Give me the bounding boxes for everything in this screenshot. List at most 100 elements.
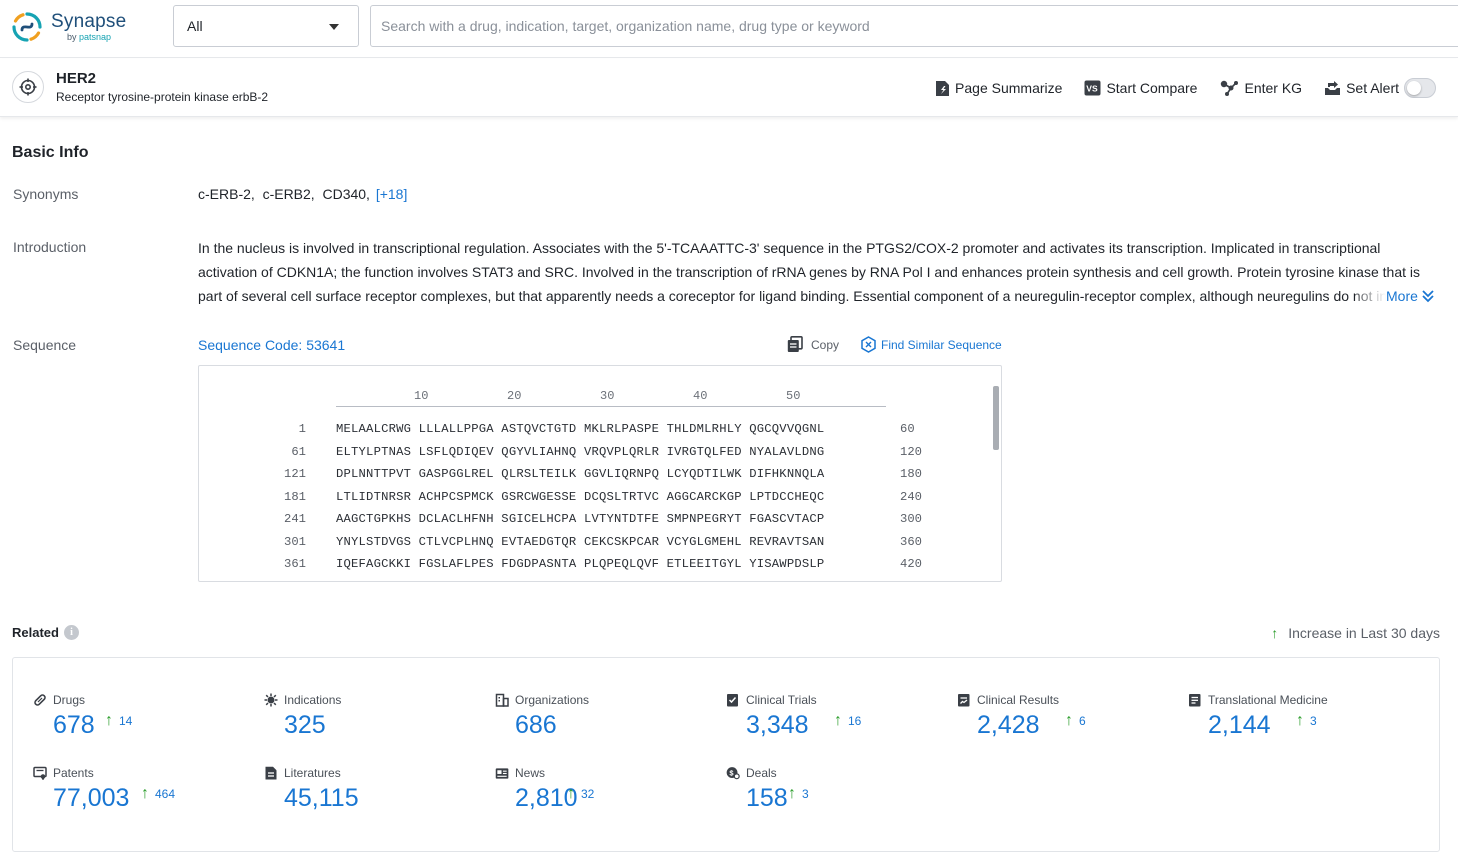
- svg-text:VS: VS: [1087, 84, 1099, 94]
- page-summarize-label: Page Summarize: [955, 80, 1062, 96]
- copy-sequence-button[interactable]: Copy: [787, 336, 839, 353]
- stat-translational-medicine[interactable]: Translational Medicine 2,144 ↑3: [1188, 693, 1408, 749]
- line-start: 181: [266, 490, 306, 504]
- start-compare-button[interactable]: VS Start Compare: [1084, 80, 1197, 96]
- introduction-more-button[interactable]: More: [1356, 284, 1435, 308]
- line-end: 180: [900, 467, 922, 481]
- line-residues: LTLIDTNRSR ACHPCSPMCK GSRCWGESSE DCQSLTR…: [336, 490, 824, 504]
- entity-name: HER2: [56, 70, 96, 87]
- ruler-tick: 10: [414, 389, 428, 403]
- building-icon: [495, 693, 509, 707]
- stat-literatures[interactable]: Literatures 45,115: [264, 766, 484, 822]
- ruler-tick: 30: [600, 389, 614, 403]
- stat-increase: ↑32: [567, 786, 594, 802]
- stat-label-text: Organizations: [515, 693, 589, 707]
- stat-increase-value: 6: [1079, 713, 1086, 729]
- copy-icon: [787, 336, 803, 353]
- related-stats-panel: Drugs 678 ↑14 Indications 325 Organizati…: [12, 657, 1440, 852]
- line-start: 1: [266, 422, 306, 436]
- stat-increase: ↑ 464: [141, 786, 175, 802]
- brand-name: Synapse: [51, 11, 126, 33]
- ruler-tick: 50: [786, 389, 800, 403]
- stat-value: 3,348: [746, 711, 809, 740]
- stat-value: 325: [284, 711, 326, 740]
- increase-legend: ↑ Increase in Last 30 days: [1271, 625, 1440, 641]
- line-residues: AAGCTGPKHS DCLACLHFNH SGICELHCPA LVTYNTD…: [336, 512, 824, 526]
- document-icon: [1188, 693, 1202, 707]
- synapse-logo[interactable]: Synapse by patsnap: [11, 9, 151, 47]
- virus-icon: [264, 693, 278, 707]
- stat-increase: ↑14: [105, 713, 132, 729]
- line-residues: DPLNNTTPVT GASPGGLREL QLRSLTEILK GGVLIQR…: [336, 467, 824, 481]
- brand-byline: by patsnap: [67, 32, 111, 42]
- stat-news[interactable]: News 2,810 ↑32: [495, 766, 715, 822]
- entity-actions: Page Summarize VS Start Compare Enter KG: [913, 77, 1436, 99]
- synonyms-list: c-ERB-2, c-ERB2, CD340,: [198, 186, 370, 202]
- stat-increase: ↑3: [788, 786, 809, 802]
- related-title: Related i: [12, 625, 79, 640]
- stat-label-text: Translational Medicine: [1208, 693, 1328, 707]
- patent-icon: [33, 766, 47, 780]
- summarize-icon: [935, 80, 950, 97]
- stat-label-text: Drugs: [53, 693, 85, 707]
- search-scope-select[interactable]: All: [173, 5, 359, 47]
- entity-full-name: Receptor tyrosine-protein kinase erbB-2: [56, 90, 268, 104]
- stat-value: 678: [53, 711, 95, 740]
- ruler-tick: 20: [507, 389, 521, 403]
- search-scope-value: All: [187, 18, 203, 34]
- stat-value: 45,115: [284, 784, 359, 813]
- report-icon: [957, 693, 971, 707]
- page-summarize-button[interactable]: Page Summarize: [935, 80, 1062, 97]
- stat-label-text: Clinical Results: [977, 693, 1059, 707]
- enter-kg-button[interactable]: Enter KG: [1219, 79, 1302, 97]
- stat-value: 158: [746, 784, 788, 813]
- sequence-ruler: 10 20 30 40 50: [336, 389, 886, 407]
- compare-icon: VS: [1084, 80, 1101, 96]
- info-icon[interactable]: i: [64, 625, 79, 640]
- stat-value: 2,144: [1208, 711, 1271, 740]
- stat-organizations[interactable]: Organizations 686: [495, 693, 715, 749]
- basic-info-title: Basic Info: [12, 144, 88, 162]
- stat-label-text: Literatures: [284, 766, 341, 780]
- deal-icon: $: [726, 766, 740, 780]
- alert-icon: [1324, 80, 1341, 96]
- sequence-line: 241 AAGCTGPKHS DCLACLHFNH SGICELHCPA LVT…: [199, 512, 989, 535]
- stat-increase: ↑6: [1065, 713, 1086, 729]
- sequence-lines: 1 MELAALCRWG LLLALLPPGA ASTQVCTGTD MKLRL…: [199, 422, 989, 580]
- sequence-viewer[interactable]: 10 20 30 40 50 1 MELAALCRWG LLLALLPPGA A…: [198, 365, 1002, 582]
- line-end: 300: [900, 512, 922, 526]
- find-similar-label: Find Similar Sequence: [881, 338, 1002, 352]
- entity-header: HER2 Receptor tyrosine-protein kinase er…: [0, 59, 1458, 117]
- stat-patents[interactable]: Patents 77,003 ↑464: [33, 766, 253, 822]
- scrollbar-thumb[interactable]: [993, 386, 999, 450]
- stat-increase: ↑3: [1296, 713, 1317, 729]
- green-up-arrow-icon: ↑: [567, 786, 575, 802]
- find-similar-sequence-button[interactable]: Find Similar Sequence: [860, 336, 1002, 353]
- search-input[interactable]: [370, 5, 1458, 47]
- stat-value: 686: [515, 711, 557, 740]
- stat-deals[interactable]: $ Deals 158 ↑3: [726, 766, 946, 822]
- sequence-scrollbar[interactable]: [992, 384, 1001, 564]
- stat-clinical-results[interactable]: Clinical Results 2,428 ↑6: [957, 693, 1177, 749]
- introduction-text: In the nucleus is involved in transcript…: [198, 236, 1436, 308]
- sequence-line: 1 MELAALCRWG LLLALLPPGA ASTQVCTGTD MKLRL…: [199, 422, 989, 445]
- stat-increase-value: 464: [155, 786, 175, 802]
- synonyms-more-link[interactable]: [+18]: [376, 186, 408, 202]
- stat-drugs[interactable]: Drugs 678 ↑14: [33, 693, 253, 749]
- line-residues: MELAALCRWG LLLALLPPGA ASTQVCTGTD MKLRLPA…: [336, 422, 824, 436]
- line-residues: YNYLSTDVGS CTLVCPLHNQ EVTAEDGTQR CEKCSKP…: [336, 535, 824, 549]
- line-start: 121: [266, 467, 306, 481]
- top-bar: Synapse by patsnap All: [0, 0, 1458, 58]
- sequence-line: 121 DPLNNTTPVT GASPGGLREL QLRSLTEILK GGV…: [199, 467, 989, 490]
- start-compare-label: Start Compare: [1106, 80, 1197, 96]
- stat-indications[interactable]: Indications 325: [264, 693, 484, 749]
- set-alert-toggle[interactable]: [1404, 78, 1436, 98]
- stat-label: Indications: [264, 693, 341, 707]
- set-alert-button[interactable]: Set Alert: [1324, 78, 1436, 98]
- brand-by: by: [67, 32, 77, 42]
- sequence-line: 361 IQEFAGCKKI FGSLAFLPES FDGDPASNTA PLQ…: [199, 557, 989, 580]
- stat-increase-value: 16: [848, 713, 861, 729]
- sequence-code-link[interactable]: Sequence Code: 53641: [198, 337, 345, 353]
- stat-clinical-trials[interactable]: Clinical Trials 3,348 ↑16: [726, 693, 946, 749]
- green-up-arrow-icon: ↑: [141, 786, 149, 802]
